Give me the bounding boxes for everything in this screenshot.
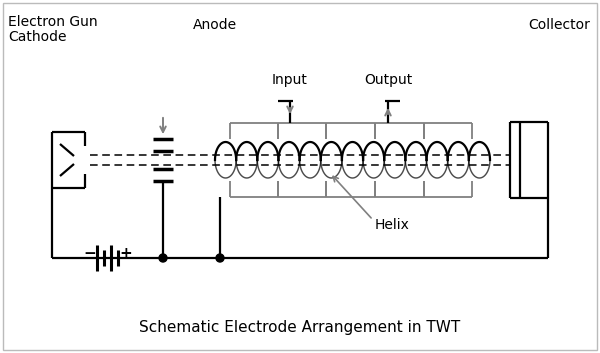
- Text: Input: Input: [272, 73, 308, 87]
- Text: +: +: [119, 245, 133, 261]
- Text: Electron Gun: Electron Gun: [8, 15, 98, 29]
- Text: −: −: [83, 245, 97, 261]
- Text: Anode: Anode: [193, 18, 237, 32]
- Text: Collector: Collector: [528, 18, 590, 32]
- Circle shape: [216, 254, 224, 262]
- Text: Output: Output: [364, 73, 412, 87]
- Text: Cathode: Cathode: [8, 30, 67, 44]
- Circle shape: [159, 254, 167, 262]
- Text: Schematic Electrode Arrangement in TWT: Schematic Electrode Arrangement in TWT: [139, 320, 461, 335]
- Text: Helix: Helix: [375, 218, 410, 232]
